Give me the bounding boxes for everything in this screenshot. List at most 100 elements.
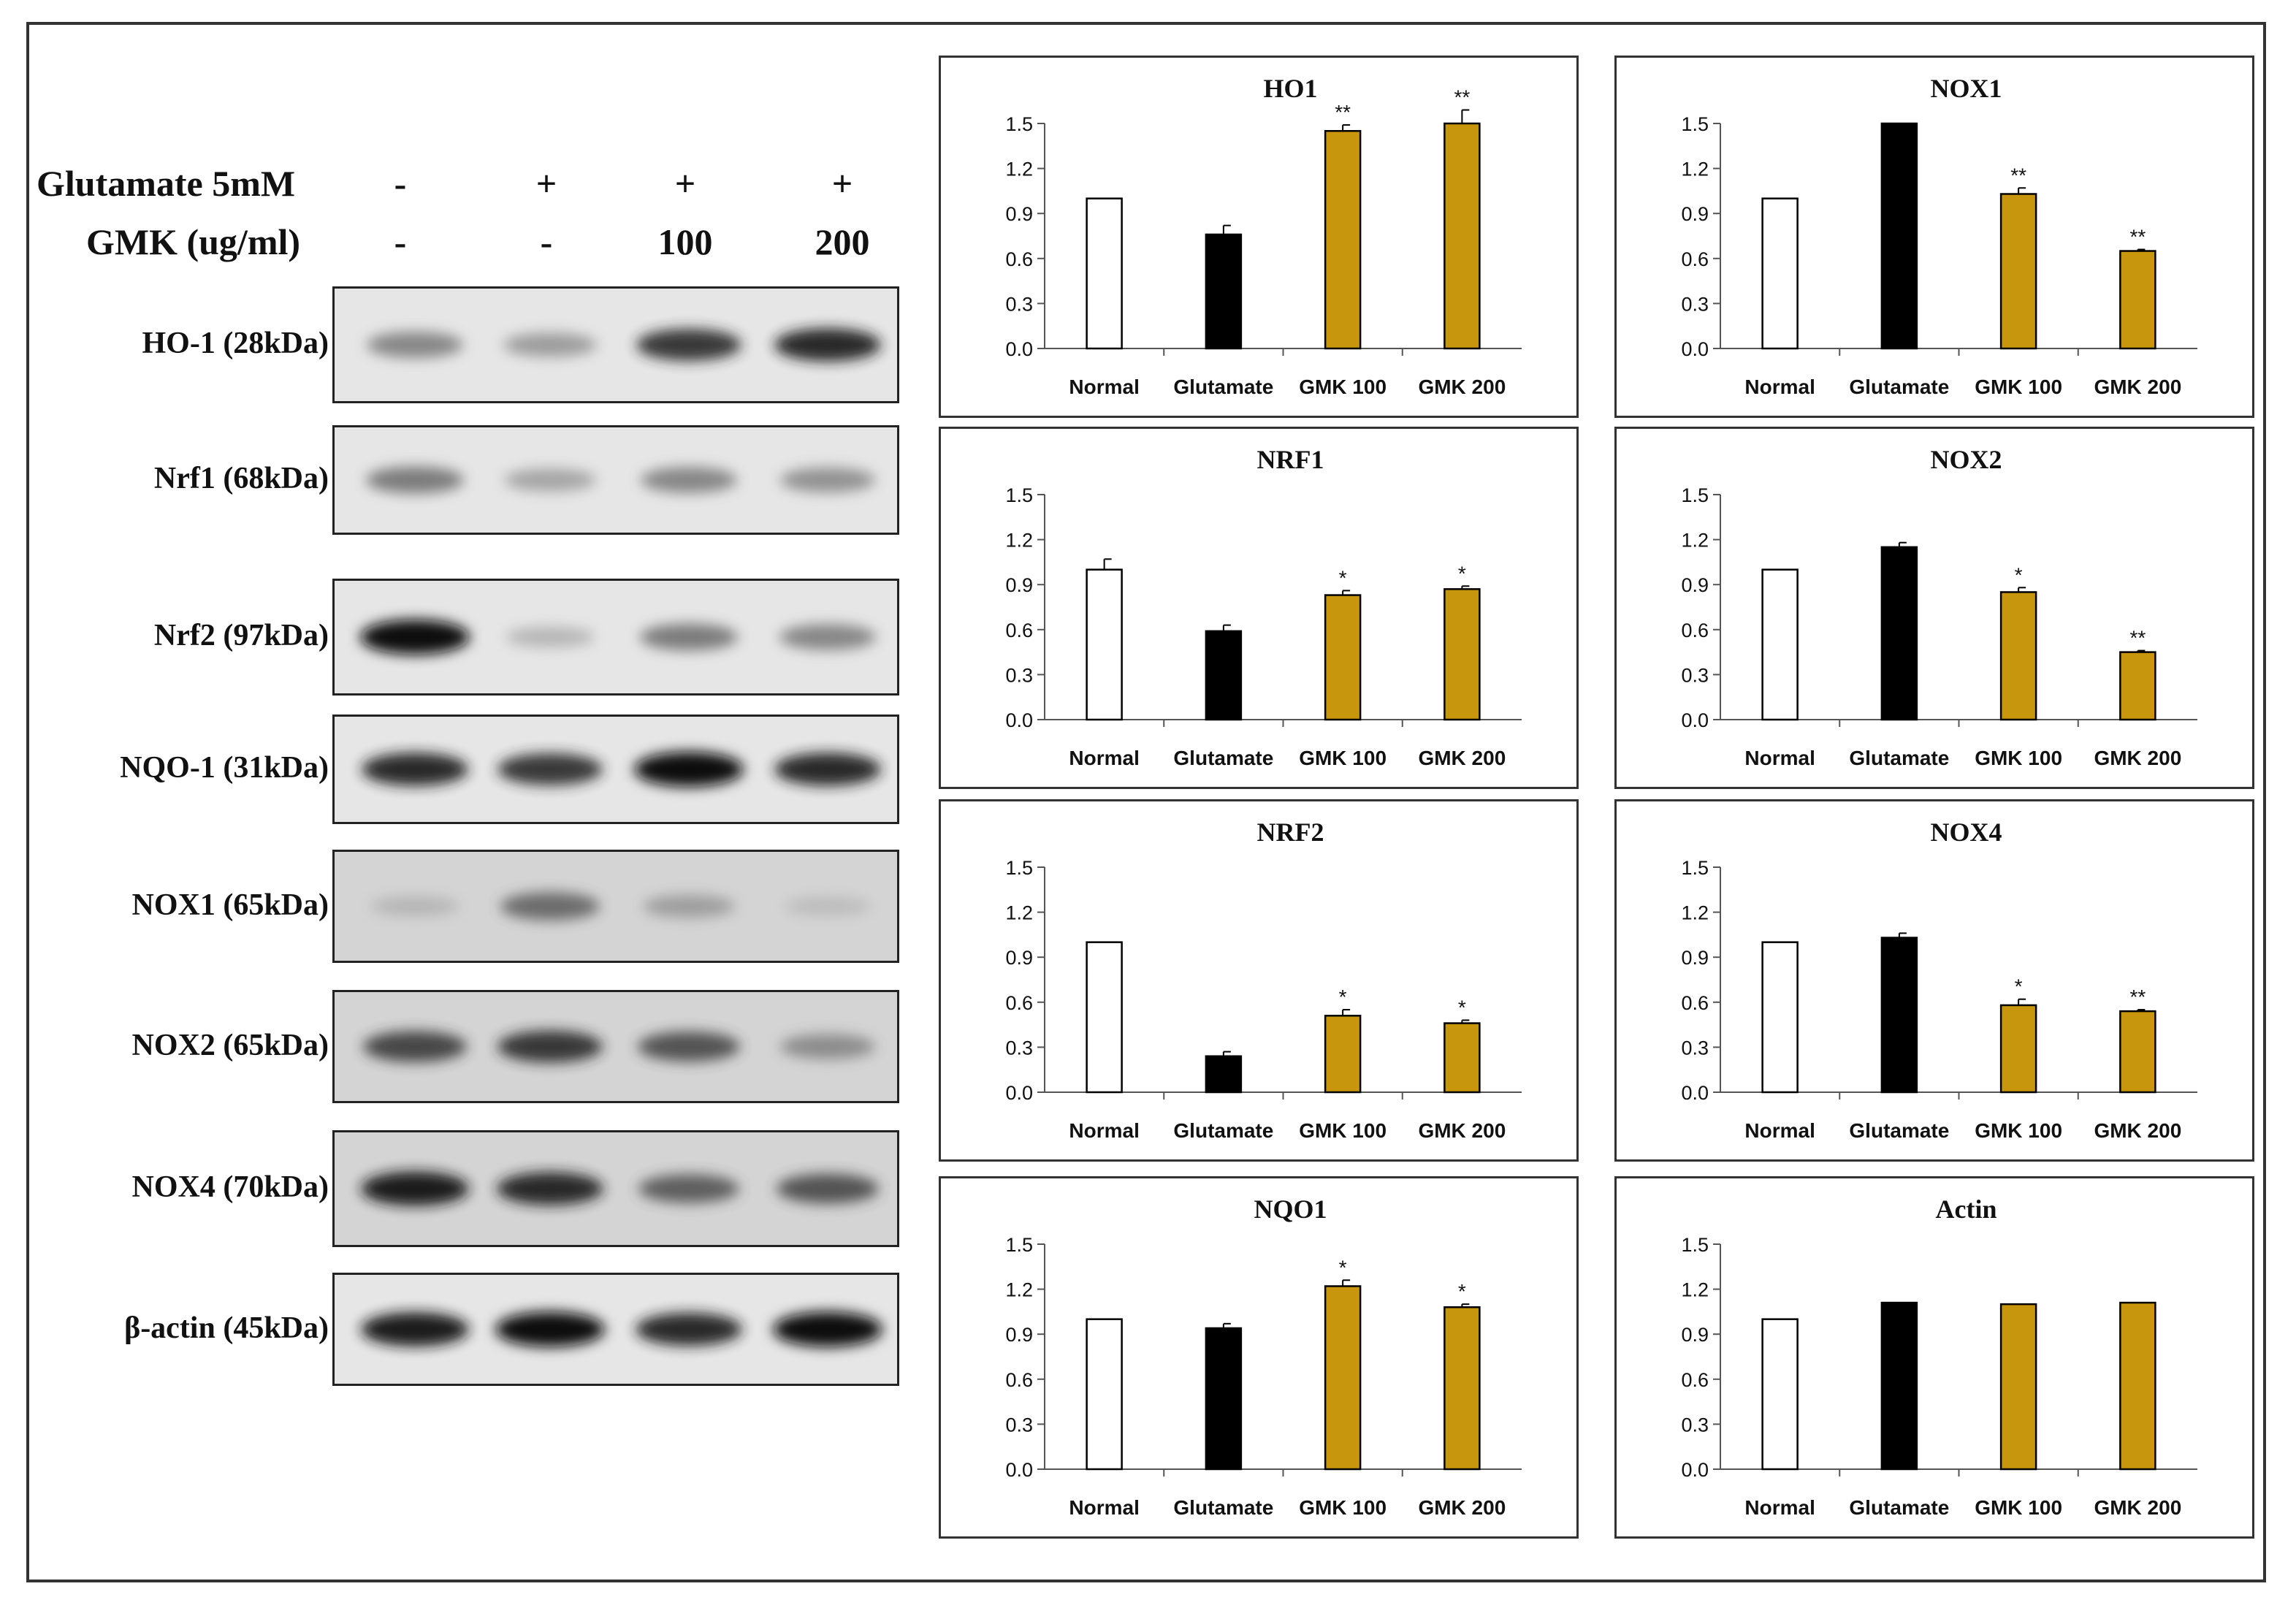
bar — [1880, 546, 1918, 721]
treatment-value: 200 — [815, 221, 870, 262]
y-tick-label: 0.6 — [1005, 992, 1033, 1014]
blot-panel — [332, 850, 899, 963]
blot-band — [366, 466, 464, 494]
category-label: Normal — [1069, 376, 1139, 398]
bar — [1324, 130, 1362, 350]
blot-label: Nrf2 (97kDa) — [153, 619, 329, 652]
category-label: GMK 200 — [2094, 1496, 2181, 1519]
blot-panel — [332, 1273, 899, 1386]
category-label: Normal — [1744, 376, 1815, 398]
bar-chart: NOX2 0.0 0.3 0.6 0.9 1.2 1.5 Normal Glutamate * GM… — [1681, 445, 2197, 769]
blot-band — [367, 332, 463, 358]
category-label: Glutamate — [1849, 1119, 1949, 1142]
blot-label: β-actin (45kDa) — [124, 1311, 329, 1345]
y-tick-label: 0.6 — [1681, 992, 1709, 1014]
blot-band — [634, 752, 744, 787]
y-tick-label: 0.9 — [1681, 1324, 1709, 1346]
category-label: GMK 200 — [1418, 1496, 1506, 1519]
y-tick-label: 0.9 — [1681, 574, 1709, 596]
bar — [1205, 630, 1243, 721]
blot-band — [506, 626, 595, 648]
blot-band — [497, 1030, 603, 1063]
y-tick-label: 1.5 — [1005, 857, 1033, 879]
y-tick-label: 1.2 — [1681, 1279, 1709, 1301]
category-label: GMK 100 — [1975, 1496, 2062, 1519]
blot-band — [503, 332, 597, 357]
category-label: Glutamate — [1173, 1496, 1273, 1519]
y-tick-label: 0.6 — [1005, 1369, 1033, 1391]
chart-title: HO1 — [1263, 74, 1317, 103]
bar-chart: NRF1 0.0 0.3 0.6 0.9 1.2 1.5 Normal Glutamate * GM… — [1005, 445, 1522, 769]
blot-label: NOX4 (70kDa) — [131, 1170, 329, 1204]
blot-band — [638, 1032, 740, 1062]
y-tick-label: 0.3 — [1005, 1037, 1033, 1059]
category-label: Normal — [1069, 1119, 1139, 1142]
y-tick-label: 0.0 — [1005, 338, 1033, 360]
bar — [2119, 1010, 2156, 1094]
blot-band — [641, 467, 737, 493]
blot-label: NOX1 (65kDa) — [131, 888, 329, 922]
y-tick-label: 1.2 — [1005, 1279, 1033, 1301]
bar-chart-panel: NRF1 0.0 0.3 0.6 0.9 1.2 1.5 Normal Glutamate * GM… — [939, 427, 1579, 789]
significance-mark: ** — [2129, 225, 2146, 248]
y-tick-label: 0.0 — [1681, 1459, 1709, 1481]
blot-band — [371, 896, 459, 916]
blot-band — [779, 624, 876, 650]
y-tick-label: 0.0 — [1681, 709, 1709, 731]
blot-band — [500, 892, 600, 921]
y-tick-label: 1.2 — [1681, 902, 1709, 924]
bar — [1761, 568, 1799, 721]
bar-chart-panel: NRF2 0.0 0.3 0.6 0.9 1.2 1.5 Normal Glutamate * GM… — [939, 799, 1579, 1162]
bar — [1205, 1055, 1243, 1094]
significance-mark: * — [1458, 562, 1466, 584]
chart-title: Actin — [1936, 1194, 1997, 1224]
bar — [1443, 122, 1481, 350]
blot-band — [495, 1311, 605, 1347]
bar-chart-panel: NOX4 0.0 0.3 0.6 0.9 1.2 1.5 Normal Glutamate * GM… — [1614, 799, 2254, 1162]
treatment-value: + — [831, 163, 853, 204]
treatment-value: - — [394, 221, 407, 262]
bar-chart: NOX1 0.0 0.3 0.6 0.9 1.2 1.5 Normal Glutamate ** G… — [1681, 74, 2197, 398]
blot-band — [785, 896, 871, 916]
blot-band — [360, 620, 470, 655]
blot-band — [504, 468, 596, 492]
category-label: GMK 200 — [1418, 1119, 1506, 1142]
category-label: Glutamate — [1173, 376, 1273, 398]
blot-band — [780, 468, 875, 492]
blot-panel — [332, 1130, 899, 1247]
bar-chart-panel: Actin 0.0 0.3 0.6 0.9 1.2 1.5 Normal Glutamate GM… — [1614, 1176, 2254, 1539]
significance-mark: ** — [1454, 86, 1470, 109]
bar — [1086, 568, 1123, 721]
category-label: GMK 100 — [1975, 1119, 2062, 1142]
blot-band — [780, 1034, 875, 1059]
significance-mark: ** — [2010, 164, 2026, 186]
y-tick-label: 0.0 — [1681, 1082, 1709, 1104]
blot-band — [362, 752, 468, 786]
y-tick-label: 1.5 — [1681, 1234, 1709, 1256]
bar — [2119, 651, 2156, 721]
chart-title: NOX1 — [1931, 74, 2002, 103]
blot-band — [640, 623, 738, 651]
treatment-value: - — [540, 221, 553, 262]
blot-band — [636, 1312, 742, 1346]
treatment-label-glutamate: Glutamate 5mM — [37, 163, 296, 204]
bar — [1086, 941, 1123, 1094]
category-label: Glutamate — [1849, 1496, 1949, 1519]
y-tick-label: 0.6 — [1681, 620, 1709, 641]
significance-mark: * — [2015, 975, 2023, 998]
bar — [1324, 1015, 1362, 1094]
bar-chart-panel: NOX1 0.0 0.3 0.6 0.9 1.2 1.5 Normal Glutamate ** G… — [1614, 56, 2254, 418]
bar — [1999, 193, 2037, 350]
category-label: GMK 200 — [1418, 747, 1506, 769]
y-tick-label: 0.3 — [1005, 293, 1033, 315]
bar-chart: NQO1 0.0 0.3 0.6 0.9 1.2 1.5 Normal Glutamate * GM… — [1005, 1194, 1522, 1519]
bar — [1205, 1327, 1243, 1471]
y-tick-label: 0.0 — [1681, 338, 1709, 360]
blot-panel — [332, 286, 899, 403]
bar — [1761, 197, 1799, 350]
blot-band — [774, 328, 881, 362]
bar — [1443, 1022, 1481, 1094]
blot-band — [636, 329, 741, 361]
category-label: GMK 200 — [2094, 1119, 2181, 1142]
y-tick-label: 0.3 — [1681, 293, 1709, 315]
